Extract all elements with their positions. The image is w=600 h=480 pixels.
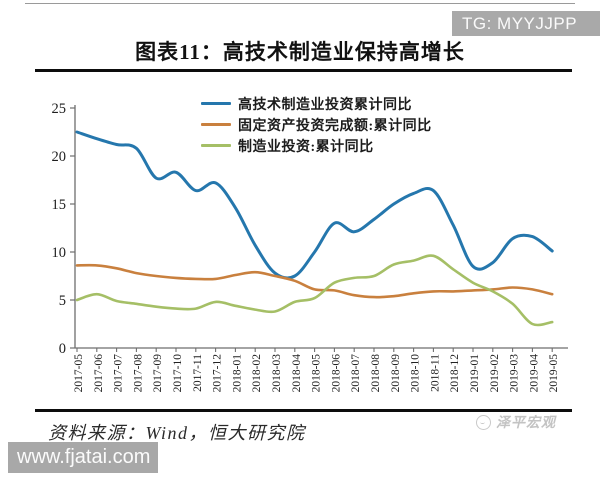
site-watermark-badge: www.fjatai.com	[8, 442, 158, 473]
tg-watermark-badge: TG: MYYJJPP	[452, 11, 600, 36]
x-tick-label: 2017-11	[192, 354, 204, 392]
title-divider	[35, 69, 572, 72]
zeping-macro-watermark: 泽平宏观	[476, 412, 556, 432]
x-tick-label: 2018-02	[251, 354, 263, 393]
x-tick-label: 2017-12	[212, 354, 224, 393]
x-tick-label: 2017-09	[152, 354, 164, 393]
y-tick-label: 10	[52, 245, 67, 261]
x-tick-label: 2018-07	[350, 354, 362, 393]
x-tick-label: 2018-01	[231, 354, 243, 393]
y-tick-label: 15	[52, 197, 67, 213]
zeping-logo-icon	[476, 414, 491, 430]
x-tick-label: 2018-09	[390, 354, 402, 393]
y-tick-label: 25	[52, 101, 67, 117]
y-tick-label: 5	[59, 293, 66, 309]
legend-line-swatch-blue	[201, 102, 231, 105]
series-line-2	[75, 254, 554, 327]
x-tick-label: 2018-04	[291, 354, 303, 393]
legend-line-swatch-green	[201, 144, 231, 147]
data-source: 资料来源：Wind，恒大研究院	[48, 423, 306, 443]
legend-label: 固定资产投资完成额:累计同比	[238, 118, 432, 134]
x-tick-label: 2017-07	[113, 354, 125, 393]
legend-item-fai: 固定资产投资完成额:累计同比	[201, 114, 432, 135]
x-tick-label: 2018-05	[311, 354, 323, 393]
x-tick-label: 2018-08	[370, 354, 382, 393]
x-tick-label: 2019-05	[548, 354, 560, 393]
x-tick-label: 2017-10	[172, 354, 184, 393]
x-tick-label: 2019-04	[528, 354, 540, 393]
x-tick-label: 2019-02	[489, 354, 501, 393]
legend-item-manufacturing: 制造业投资:累计同比	[201, 135, 432, 156]
x-tick-label: 2019-03	[509, 354, 521, 393]
chart-figure-title: 图表11：高技术制造业保持高增长	[135, 40, 465, 64]
y-tick-label: 0	[59, 341, 66, 357]
x-tick-label: 2018-03	[271, 354, 283, 393]
x-tick-label: 2017-08	[132, 354, 144, 393]
x-tick-label: 2018-12	[449, 354, 461, 393]
legend-label: 制造业投资:累计同比	[238, 139, 374, 155]
top-divider	[25, 3, 575, 4]
legend-line-swatch-orange	[201, 123, 231, 126]
series-line-0	[75, 130, 554, 280]
x-tick-label: 2019-01	[469, 354, 481, 393]
y-tick-label: 20	[52, 149, 67, 165]
x-tick-label: 2017-05	[73, 354, 85, 393]
x-tick-label: 2018-06	[330, 354, 342, 393]
zeping-brand-text: 泽平宏观	[496, 416, 556, 431]
x-tick-label: 2018-10	[410, 354, 422, 393]
legend-item-hightech: 高技术制造业投资累计同比	[201, 93, 432, 114]
footer-divider	[35, 409, 572, 412]
legend-label: 高技术制造业投资累计同比	[238, 97, 412, 113]
x-tick-label: 2017-06	[93, 354, 105, 393]
chart-legend: 高技术制造业投资累计同比 固定资产投资完成额:累计同比 制造业投资:累计同比	[201, 93, 432, 156]
x-tick-label: 2018-11	[429, 354, 441, 392]
series-line-1	[75, 263, 554, 299]
